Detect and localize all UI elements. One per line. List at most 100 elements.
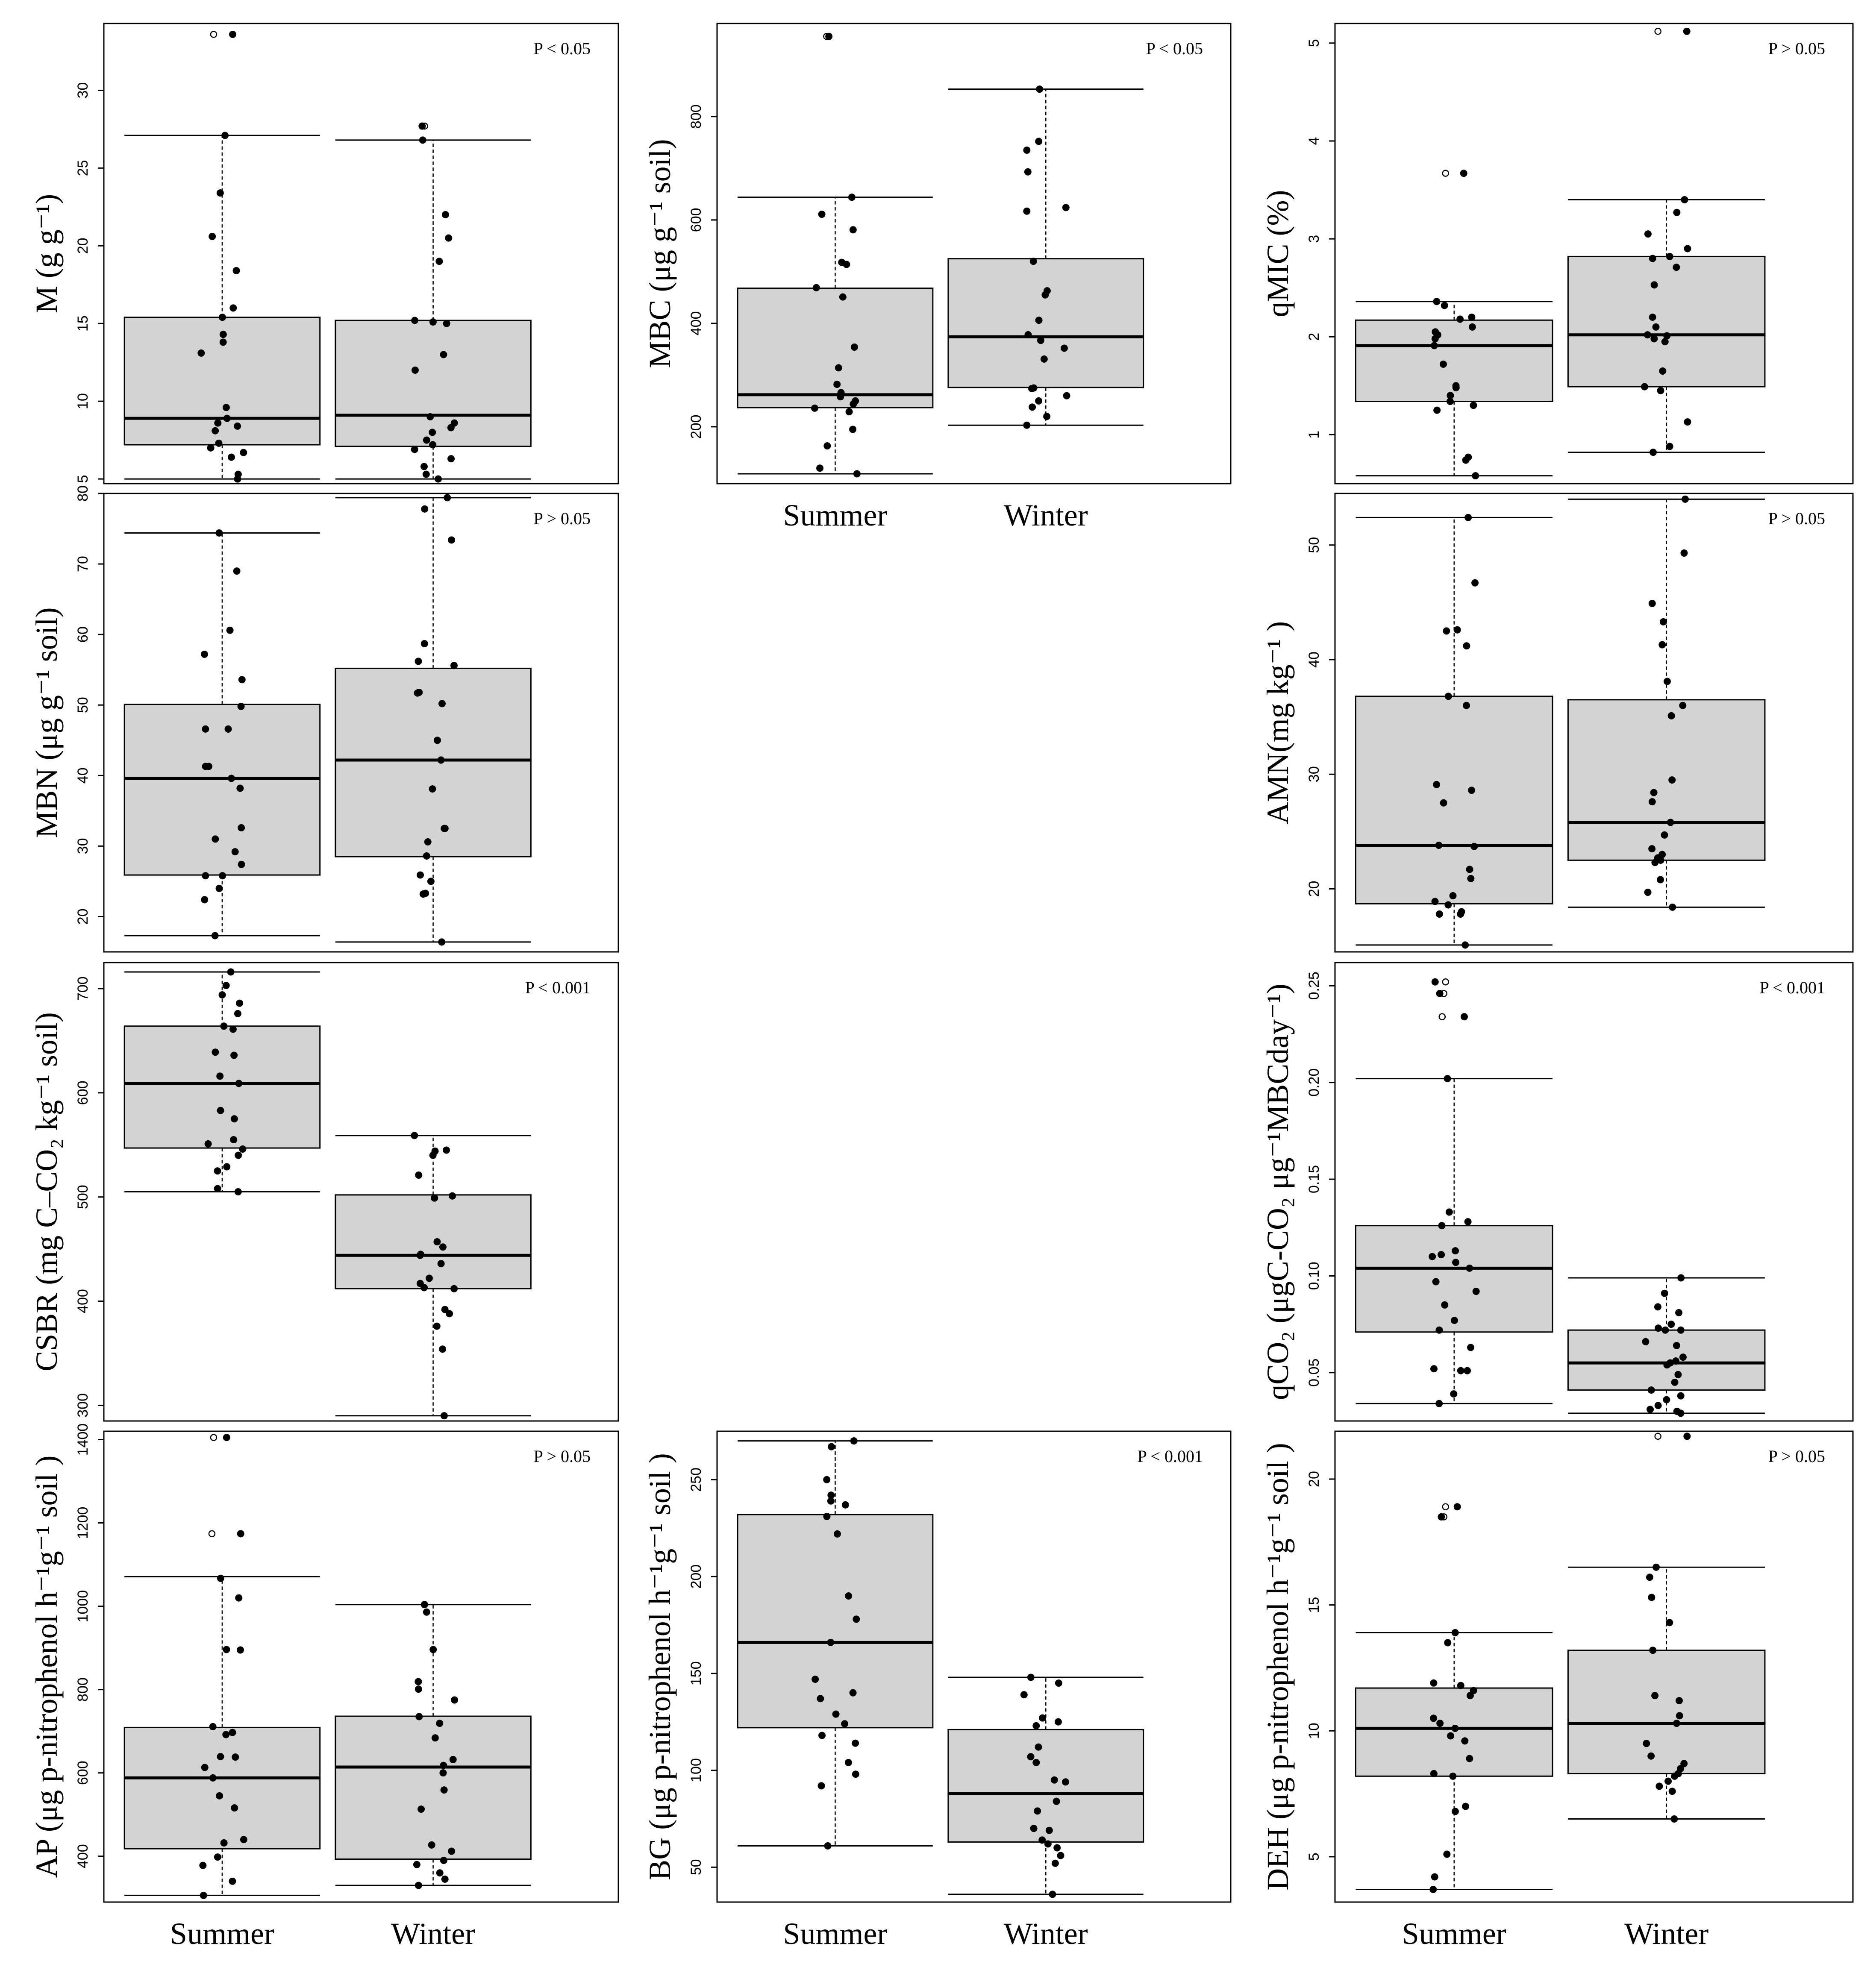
m-summer-point bbox=[240, 449, 247, 456]
mbc-winter-point bbox=[1023, 146, 1031, 154]
qco2-winter-point bbox=[1667, 1321, 1675, 1328]
mbc-winter-point bbox=[1029, 403, 1036, 411]
qmic-winter-point bbox=[1661, 338, 1669, 346]
mbc-summer-point bbox=[823, 442, 831, 450]
mbn-summer-box bbox=[123, 704, 321, 876]
mbc-winter-point bbox=[1040, 355, 1048, 363]
mbn-summer-point bbox=[215, 884, 223, 892]
csbr-summer-point bbox=[230, 1115, 238, 1123]
amn-summer-point bbox=[1461, 941, 1469, 949]
ap-summer-point bbox=[200, 1891, 207, 1899]
mbc-winter-point bbox=[1023, 421, 1031, 429]
qco2-summer-point bbox=[1441, 1301, 1449, 1309]
deh-summer-point bbox=[1462, 1803, 1470, 1810]
mbn-summer-point bbox=[202, 725, 209, 733]
qco2-winter-point bbox=[1675, 1309, 1683, 1316]
bg-x-category-label-winter: Winter bbox=[1004, 1917, 1088, 1951]
mbc-winter-point bbox=[1029, 258, 1037, 265]
qco2-ytick-label: 0.15 bbox=[1306, 1165, 1322, 1193]
mbn-ytick-label: 80 bbox=[75, 485, 91, 502]
qco2-summer-point bbox=[1467, 1344, 1475, 1351]
ap-summer-point bbox=[223, 1434, 230, 1441]
ap-winter-point bbox=[413, 1861, 420, 1868]
csbr-summer-point bbox=[220, 1022, 228, 1030]
deh-x-category-label-summer: Summer bbox=[1402, 1917, 1506, 1951]
mbc-winter-point bbox=[1041, 291, 1049, 299]
ap-summer-point bbox=[229, 1729, 236, 1736]
qmic-winter-box bbox=[1567, 255, 1766, 388]
qco2-summer-point bbox=[1464, 1218, 1472, 1226]
csbr-winter-box bbox=[335, 1194, 532, 1289]
bg-summer-point bbox=[852, 1739, 859, 1747]
qmic-winter-point bbox=[1649, 255, 1656, 262]
qmic-summer-outlier bbox=[1442, 170, 1450, 177]
m-ytick-label: 5 bbox=[75, 475, 91, 483]
qco2-summer-point bbox=[1432, 1278, 1440, 1286]
csbr-summer-point bbox=[235, 1080, 243, 1087]
mbc-summer-point bbox=[850, 400, 857, 408]
bg-winter-point bbox=[1044, 1840, 1052, 1848]
ap-summer-point bbox=[217, 1753, 224, 1761]
deh-summer-point bbox=[1466, 1755, 1473, 1762]
qco2-winter-point bbox=[1654, 1303, 1661, 1311]
ap-plot-frame bbox=[103, 1430, 619, 1903]
deh-summer-point bbox=[1451, 1724, 1459, 1732]
deh-summer-point bbox=[1447, 1732, 1455, 1740]
ap-summer-point bbox=[229, 1877, 236, 1885]
deh-p-value: P > 0.05 bbox=[1768, 1447, 1825, 1466]
mbn-summer-point bbox=[224, 725, 232, 733]
m-winter-point bbox=[440, 351, 447, 358]
csbr-winter-point bbox=[439, 1345, 447, 1353]
m-summer-outlier bbox=[210, 31, 218, 38]
deh-winter-point bbox=[1671, 1772, 1679, 1780]
bg-summer-point bbox=[832, 1710, 840, 1718]
bg-summer-point bbox=[817, 1695, 824, 1703]
m-winter-point bbox=[411, 317, 419, 324]
qmic-p-value: P > 0.05 bbox=[1768, 39, 1825, 58]
qco2-summer-point bbox=[1464, 1367, 1471, 1374]
mbc-summer-point bbox=[850, 343, 858, 351]
amn-summer-point bbox=[1435, 910, 1443, 918]
csbr-summer-point bbox=[222, 982, 230, 989]
ap-winter-point bbox=[441, 1875, 449, 1883]
csbr-ytick-label: 300 bbox=[75, 1393, 91, 1418]
amn-winter-point bbox=[1657, 856, 1664, 864]
csbr-winter-point bbox=[450, 1285, 458, 1292]
m-winter-point bbox=[420, 463, 428, 470]
qco2-summer-outlier bbox=[1438, 1013, 1446, 1021]
qmic-summer-point bbox=[1472, 472, 1479, 480]
qco2-summer-point bbox=[1430, 1365, 1438, 1373]
qco2-y-axis-label: qCO₂ (μgC-CO₂ μg⁻¹MBCday⁻¹) bbox=[1261, 984, 1295, 1400]
bg-winter-point bbox=[1057, 1852, 1064, 1859]
csbr-winter-point bbox=[449, 1192, 456, 1200]
ap-summer-point bbox=[216, 1792, 223, 1800]
qco2-summer-point bbox=[1431, 978, 1439, 986]
ap-winter-point bbox=[436, 1869, 444, 1877]
qmic-winter-point bbox=[1663, 332, 1671, 340]
mbn-winter-point bbox=[438, 938, 446, 946]
ap-summer-outlier bbox=[208, 1530, 216, 1538]
csbr-summer-point bbox=[235, 1151, 242, 1159]
bg-winter-point bbox=[1049, 1891, 1056, 1898]
mbc-summer-point bbox=[839, 293, 847, 301]
mbn-winter-point bbox=[414, 689, 421, 697]
qmic-winter-point bbox=[1681, 196, 1688, 203]
ap-x-category-label-summer: Summer bbox=[170, 1917, 274, 1951]
mbn-summer-point bbox=[226, 626, 234, 634]
mbn-summer-point bbox=[215, 529, 223, 537]
qmic-winter-point bbox=[1684, 245, 1691, 252]
m-summer-box bbox=[123, 317, 321, 446]
ap-winter-point bbox=[448, 1847, 456, 1855]
qco2-winter-box bbox=[1567, 1329, 1766, 1391]
qmic-winter-point bbox=[1657, 387, 1664, 394]
qmic-ytick-label: 4 bbox=[1306, 137, 1322, 145]
mbn-summer-point bbox=[238, 860, 245, 868]
deh-summer-point bbox=[1436, 1720, 1444, 1727]
m-summer-point bbox=[229, 304, 237, 312]
amn-summer-point bbox=[1467, 875, 1475, 882]
mbc-y-axis-label: MBC (μg g⁻¹ soil) bbox=[643, 139, 677, 368]
ap-winter-point bbox=[415, 1678, 422, 1685]
mbn-summer-point bbox=[237, 703, 245, 710]
amn-summer-point bbox=[1453, 626, 1461, 634]
amn-summer-point bbox=[1470, 843, 1478, 850]
